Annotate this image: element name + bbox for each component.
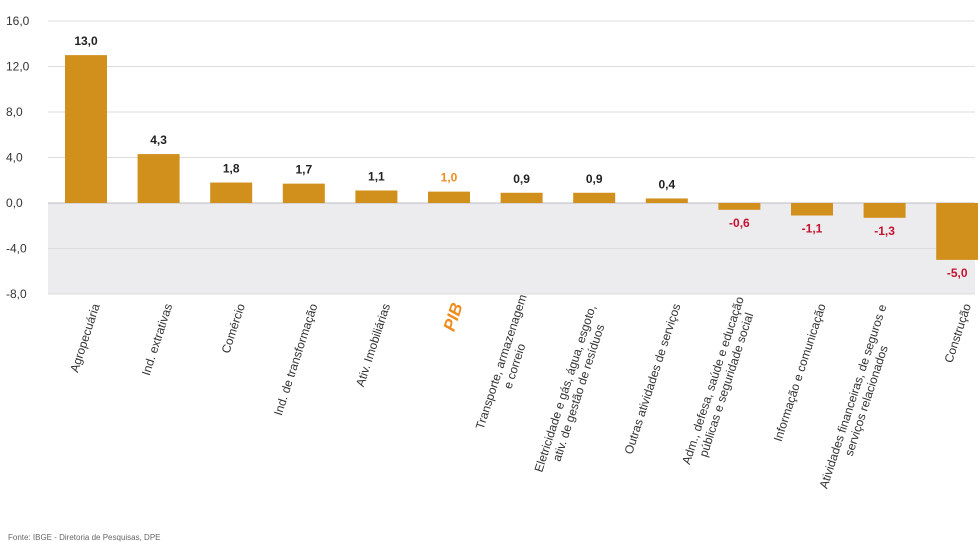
x-tick-label: Ativ. Imobiliárias: [353, 302, 393, 389]
y-tick-label: 0,0: [6, 196, 23, 210]
bar: [137, 154, 180, 203]
data-label: 4,3: [150, 133, 167, 147]
source-note: Fonte: IBGE - Diretoria de Pesquisas, DP…: [8, 533, 161, 542]
bar: [428, 191, 470, 203]
bar: [500, 192, 543, 203]
bar: [791, 203, 833, 216]
x-tick-label-line: Ativ. Imobiliárias: [353, 302, 393, 389]
x-tick-label: Outras atividades de serviços: [622, 302, 684, 456]
bar: [936, 203, 978, 260]
x-tick-label-line: PIB: [440, 301, 467, 334]
bar: [863, 203, 906, 218]
y-tick-label: 12,0: [6, 60, 30, 74]
x-tick-label-line: Ind. de transformação: [271, 302, 320, 418]
x-tick-label-line: Informação e comunicação: [771, 302, 829, 444]
data-label: 1,1: [368, 169, 385, 183]
x-tick-label-line: Comércio: [219, 302, 248, 355]
y-tick-label: 16,0: [6, 14, 30, 28]
x-tick-label-line: Agropecuária: [67, 302, 102, 375]
data-label: 1,7: [295, 163, 312, 177]
x-tick-label-line: Construção: [942, 302, 974, 365]
bar: [355, 190, 398, 203]
data-label: 1,8: [223, 162, 240, 176]
data-label: -1,1: [802, 222, 823, 236]
x-tick-label-line: Ind. extrativas: [139, 302, 175, 377]
x-tick-label: Construção: [942, 302, 974, 365]
data-label: -0,6: [729, 216, 750, 230]
x-tick-label: Adm., defesa, saúde e educaçãopúblicas e…: [679, 295, 760, 471]
data-label: -5,0: [947, 266, 968, 280]
y-tick-label: 4,0: [6, 151, 23, 165]
data-label: 1,0: [441, 171, 458, 185]
bar: [718, 203, 761, 210]
data-label: 13,0: [74, 34, 98, 48]
x-tick-label: Ind. de transformação: [271, 302, 320, 418]
x-tick-label: Informação e comunicação: [771, 302, 829, 444]
data-label: 0,4: [658, 177, 675, 191]
bar: [282, 183, 325, 203]
x-tick-label-line: Outras atividades de serviços: [622, 302, 684, 456]
data-label: 0,9: [586, 172, 603, 186]
y-tick-label: 8,0: [6, 105, 23, 119]
x-tick-label: PIB: [440, 301, 467, 334]
bar: [645, 198, 688, 203]
y-tick-label: -4,0: [6, 242, 27, 256]
data-label: 0,9: [513, 172, 530, 186]
x-tick-label: Transporte, armazenageme correio: [473, 293, 543, 436]
bar: [65, 55, 107, 203]
y-tick-label: -8,0: [6, 287, 27, 301]
bar: [573, 192, 616, 203]
x-tick-label: Ind. extrativas: [139, 302, 175, 377]
x-tick-label: Comércio: [219, 302, 248, 355]
data-label: -1,3: [874, 224, 895, 238]
x-tick-label: Agropecuária: [67, 302, 102, 375]
x-tick-label: Atividades financeiras, de seguros eserv…: [817, 302, 903, 494]
x-tick-label-line: Atividades financeiras, de seguros e: [817, 302, 890, 490]
bar: [210, 182, 253, 203]
x-tick-label: Eletricidade e gás, água, esgoto,ativ. d…: [532, 303, 613, 478]
